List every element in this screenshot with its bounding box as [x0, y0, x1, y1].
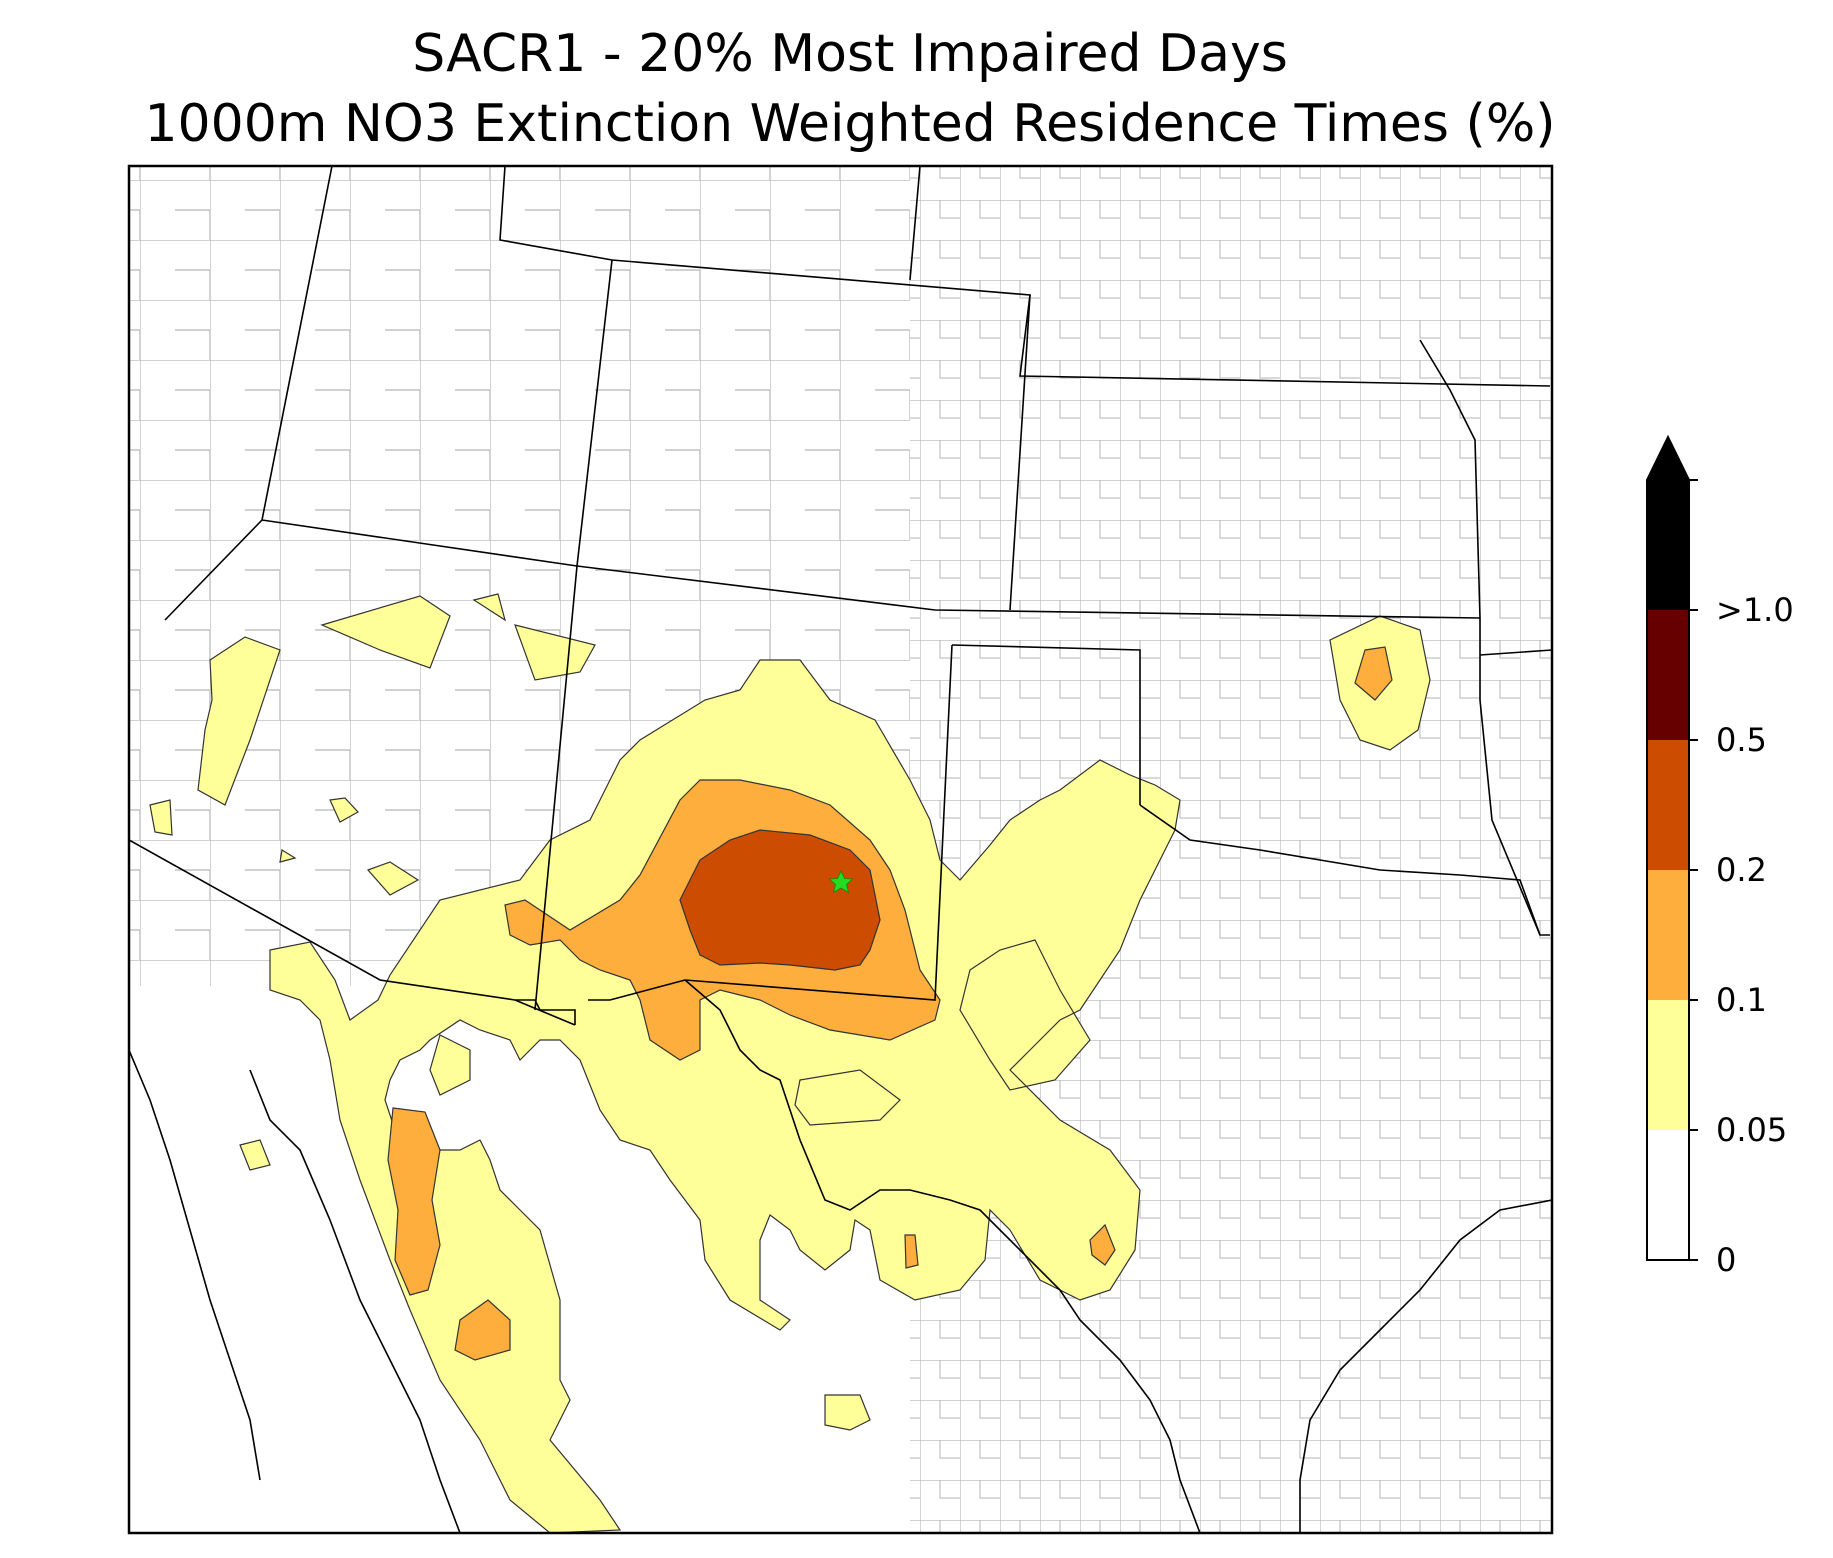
colorbar-band-0-005: [1647, 1130, 1689, 1260]
colorbar-band-10-plus: [1647, 480, 1689, 610]
map-title-line1: SACR1 - 20% Most Impaired Days: [412, 24, 1288, 84]
colorbar-band-02-05: [1647, 740, 1689, 870]
contour-02-05: [679, 829, 881, 971]
colorbar-tick-label: 0.05: [1716, 1111, 1788, 1149]
colorbar-band-05-10: [1647, 610, 1689, 740]
colorbar-tick-label: 0.5: [1716, 721, 1767, 759]
colorbar-band-01-02: [1647, 870, 1689, 1000]
colorbar-tick-label: >1.0: [1716, 591, 1794, 629]
colorbar: [1646, 434, 1698, 1261]
colorbar-tick-label: 0: [1716, 1241, 1737, 1279]
map-frame: [127, 164, 1554, 1535]
state-borders: [129, 166, 1552, 1533]
colorbar-tick-label: 0.2: [1716, 851, 1767, 889]
colorbar-tick-label: 0.1: [1716, 981, 1767, 1019]
colorbar-extend-arrow: [1647, 437, 1689, 480]
colorbar-band-005-01: [1647, 1000, 1689, 1130]
green-star-icon: [828, 870, 854, 894]
colorbar-outline: [1646, 434, 1690, 1261]
map-title-line2: 1000m NO3 Extinction Weighted Residence …: [144, 94, 1556, 154]
